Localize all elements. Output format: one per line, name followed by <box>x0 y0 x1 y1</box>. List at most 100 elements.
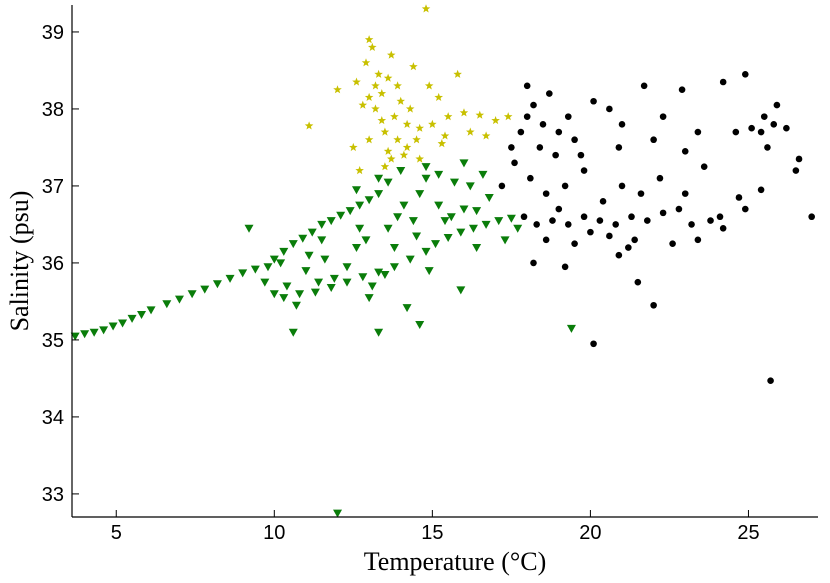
data-point-s2-81 <box>587 228 594 236</box>
data-point-s2-56 <box>659 209 667 217</box>
data-point-s0-88 <box>513 224 523 233</box>
data-point-s2-73 <box>615 144 623 151</box>
data-point-s0-63 <box>481 220 491 229</box>
data-point-s0-26 <box>279 247 289 256</box>
data-point-s2-6 <box>795 155 803 163</box>
data-point-s1-27 <box>424 81 434 90</box>
data-point-s0-65 <box>506 214 516 223</box>
data-point-s1-19 <box>361 58 371 67</box>
data-point-s0-0 <box>70 332 80 341</box>
data-point-s0-48 <box>269 290 279 299</box>
data-point-s0-14 <box>225 274 235 283</box>
plot-points <box>70 4 815 518</box>
data-point-s2-77 <box>716 213 724 221</box>
data-point-s2-10 <box>539 121 547 128</box>
data-point-s0-25 <box>269 255 279 264</box>
data-point-s0-35 <box>364 196 374 205</box>
data-point-s2-55 <box>644 217 651 224</box>
data-point-s1-2 <box>333 85 342 94</box>
data-point-s2-80 <box>555 205 563 213</box>
data-point-s2-42 <box>681 190 689 197</box>
data-point-s0-21 <box>374 328 384 337</box>
data-point-s0-40 <box>361 236 371 245</box>
data-point-s0-19 <box>333 509 343 518</box>
data-point-s0-61 <box>456 228 466 237</box>
data-point-s2-54 <box>628 213 635 221</box>
data-point-s0-18 <box>288 328 298 337</box>
data-point-s1-34 <box>355 166 364 175</box>
data-point-s1-32 <box>358 100 368 109</box>
data-point-s0-68 <box>459 205 469 214</box>
data-point-s2-35 <box>542 190 550 197</box>
data-point-s0-10 <box>174 295 184 304</box>
data-point-s2-47 <box>520 213 528 221</box>
data-point-s0-30 <box>317 220 327 229</box>
data-point-s2-15 <box>536 144 544 151</box>
data-point-s2-58 <box>688 221 695 228</box>
data-point-s1-26 <box>453 69 462 78</box>
data-point-s0-93 <box>374 174 384 183</box>
data-point-s0-38 <box>396 167 406 176</box>
data-point-s2-46 <box>757 186 765 194</box>
data-point-s1-10 <box>402 142 412 152</box>
data-point-s0-58 <box>421 247 431 256</box>
data-point-s0-51 <box>310 288 320 297</box>
data-point-s2-14 <box>517 128 525 136</box>
data-point-s2-8 <box>523 113 531 120</box>
x-tick-label: 10 <box>263 522 285 544</box>
data-point-s0-54 <box>358 273 368 282</box>
data-point-s2-19 <box>606 105 613 113</box>
data-point-s2-65 <box>669 240 676 247</box>
data-point-s2-38 <box>599 198 607 205</box>
data-point-s1-35 <box>380 162 390 171</box>
axes <box>71 5 818 518</box>
data-point-s0-72 <box>421 174 431 183</box>
data-point-s1-13 <box>428 119 437 128</box>
data-point-s1-45 <box>387 50 396 59</box>
data-point-s1-37 <box>440 131 450 140</box>
data-point-s0-59 <box>431 240 441 249</box>
data-point-s1-31 <box>437 139 447 148</box>
data-point-s1-12 <box>412 135 421 144</box>
data-point-s0-23 <box>415 321 425 330</box>
data-point-s0-11 <box>187 290 197 299</box>
data-point-s1-44 <box>352 77 361 86</box>
data-point-s0-44 <box>367 282 377 291</box>
data-point-s0-86 <box>472 244 482 253</box>
data-point-s0-53 <box>342 278 352 287</box>
data-point-s2-5 <box>773 101 781 109</box>
data-point-s2-74 <box>650 136 657 144</box>
data-point-s1-42 <box>393 135 402 144</box>
data-point-s0-13 <box>212 280 222 289</box>
data-point-s1-21 <box>374 69 383 78</box>
y-tick-label: 38 <box>42 99 64 121</box>
data-point-s0-27 <box>288 240 298 249</box>
data-point-s1-29 <box>399 150 409 159</box>
data-point-s0-28 <box>298 234 308 243</box>
x-tick-label: 20 <box>579 522 601 544</box>
data-point-s0-50 <box>295 290 305 299</box>
data-point-s2-24 <box>694 128 702 136</box>
data-point-s0-62 <box>468 224 478 233</box>
data-point-s2-62 <box>571 240 578 247</box>
data-point-s2-39 <box>618 182 626 190</box>
data-point-s0-39 <box>389 244 399 253</box>
data-point-s2-16 <box>552 151 559 159</box>
data-point-s0-20 <box>566 324 576 333</box>
data-point-s0-87 <box>500 236 510 245</box>
y-ticks: 33 34 35 36 37 38 39 <box>42 22 79 506</box>
data-point-s2-52 <box>596 217 604 224</box>
data-point-s2-40 <box>637 190 645 197</box>
data-point-s0-96 <box>317 236 327 245</box>
data-point-s0-66 <box>434 201 444 210</box>
x-tick-label: 25 <box>737 522 759 544</box>
data-point-s2-32 <box>732 128 740 136</box>
data-point-s2-26 <box>741 70 749 78</box>
data-point-s1-3 <box>371 104 380 113</box>
data-point-s0-90 <box>412 232 422 241</box>
data-point-s0-5 <box>118 319 128 328</box>
data-point-s2-72 <box>577 151 585 159</box>
data-point-s2-7 <box>792 167 800 174</box>
data-point-s0-78 <box>399 201 409 210</box>
data-point-s2-79 <box>625 244 632 251</box>
